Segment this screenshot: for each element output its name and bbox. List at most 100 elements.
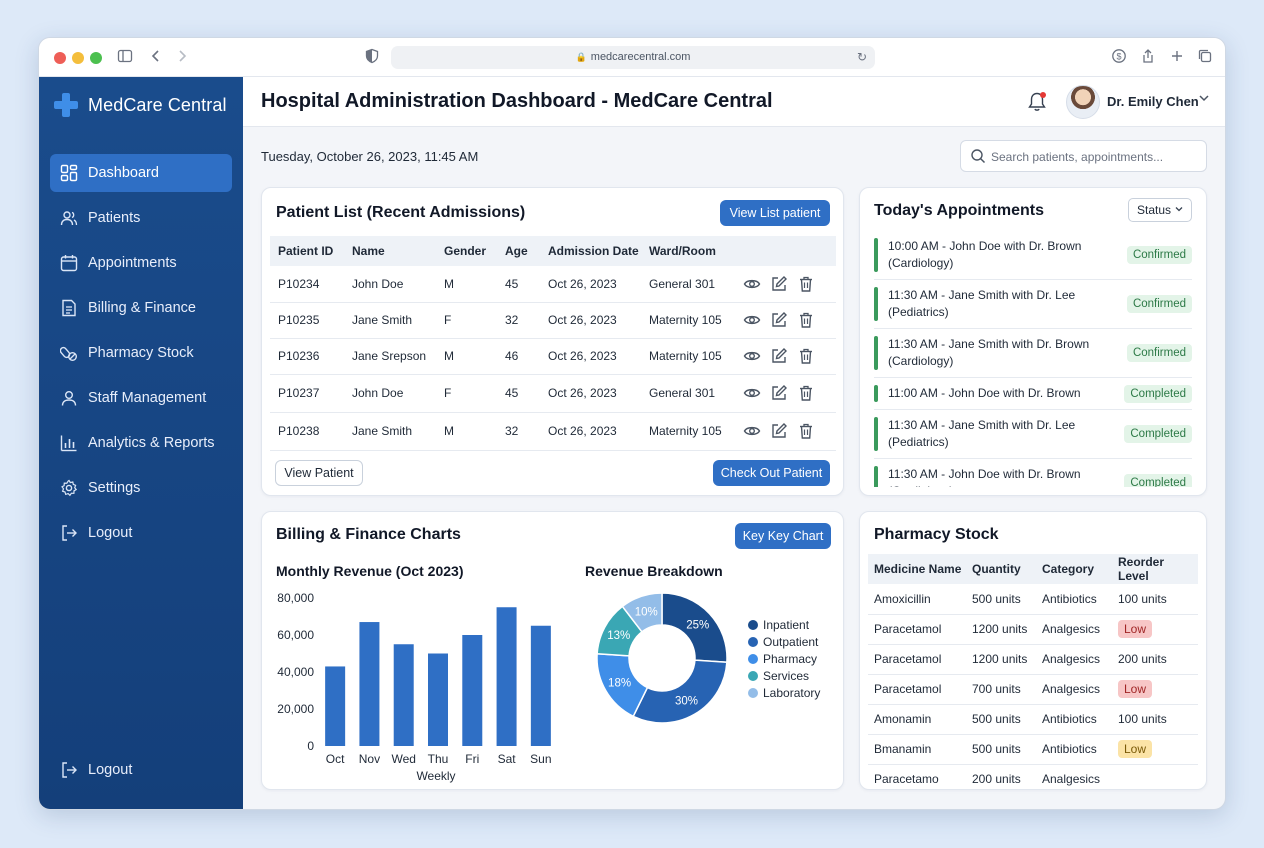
delete-icon[interactable] xyxy=(797,384,815,402)
sidebar-item-dashboard[interactable]: Dashboard xyxy=(50,154,232,192)
delete-icon[interactable] xyxy=(797,422,815,440)
revenue-bar[interactable] xyxy=(530,625,551,746)
notification-bell-icon[interactable] xyxy=(1027,91,1047,113)
view-icon[interactable] xyxy=(743,347,761,365)
avatar[interactable] xyxy=(1066,85,1100,119)
calendar-icon xyxy=(60,254,78,272)
back-arrow-icon[interactable] xyxy=(149,48,163,69)
search-box[interactable] xyxy=(960,140,1207,172)
sidebar-item-billing[interactable]: Billing & Finance xyxy=(50,289,232,327)
appointment-item[interactable]: 11:30 AM - John Doe with Dr. Brown (Card… xyxy=(874,459,1192,487)
legend-swatch xyxy=(748,671,758,681)
column-header[interactable]: Name xyxy=(344,236,436,266)
delete-icon[interactable] xyxy=(797,347,815,365)
table-row[interactable]: P10234 John Doe M 45 Oct 26, 2023 General 301 xyxy=(270,266,836,303)
sidebar-item-patients[interactable]: Patients xyxy=(50,199,232,237)
column-header[interactable]: Admission Date xyxy=(540,236,641,266)
appointment-item[interactable]: 10:00 AM - John Doe with Dr. Brown (Card… xyxy=(874,231,1192,280)
status-filter-select[interactable]: Status xyxy=(1128,198,1192,222)
table-cell: John Doe xyxy=(344,374,436,413)
chevron-down-icon[interactable] xyxy=(1198,92,1210,107)
sidebar-toggle-icon[interactable] xyxy=(117,48,133,69)
billing-title: Billing & Finance Charts xyxy=(276,526,461,543)
table-row[interactable]: Paracetamo 200 units Analgesics xyxy=(868,764,1198,787)
edit-icon[interactable] xyxy=(770,384,788,402)
revenue-bar[interactable] xyxy=(393,644,414,746)
pie-slice[interactable] xyxy=(621,592,663,633)
view-icon[interactable] xyxy=(743,384,761,402)
brand-logo[interactable]: MedCare Central xyxy=(53,91,227,119)
table-cell: F xyxy=(436,302,497,339)
table-row[interactable]: Paracetamol 1200 units Analgesics Low xyxy=(868,614,1198,645)
pie-slice[interactable] xyxy=(632,659,728,724)
revenue-bar[interactable] xyxy=(496,607,517,746)
close-window-button[interactable] xyxy=(54,52,66,64)
reload-icon[interactable]: ↻ xyxy=(856,50,867,64)
sidebar-item-pharmacy[interactable]: Pharmacy Stock xyxy=(50,334,232,372)
view-list-patient-button[interactable]: View List patient xyxy=(720,200,830,226)
revenue-bar[interactable] xyxy=(325,666,346,746)
appointment-item[interactable]: 11:00 AM - John Doe with Dr. Brown Comple… xyxy=(874,378,1192,410)
forward-arrow-icon[interactable] xyxy=(175,48,189,69)
status-badge: Confirmed xyxy=(1126,295,1192,313)
address-bar[interactable]: 🔒 medcarecentral.com ↻ xyxy=(391,46,875,69)
table-row[interactable]: Paracetamol 700 units Analgesics Low xyxy=(868,674,1198,705)
sidebar-item-appointments[interactable]: Appointments xyxy=(50,244,232,282)
table-row[interactable]: Amoxicillin 500 units Antibiotics 100 units xyxy=(868,584,1198,615)
delete-icon[interactable] xyxy=(797,275,815,293)
sidebar-bottom-logout[interactable]: Logout xyxy=(50,751,232,789)
appointment-item[interactable]: 11:30 AM - Jane Smith with Dr. Brown (Ca… xyxy=(874,329,1192,378)
share-icon[interactable] xyxy=(1140,48,1156,69)
zoom-window-button[interactable] xyxy=(90,52,102,64)
appointment-text: 11:30 AM - Jane Smith with Dr. Lee (Pedi… xyxy=(888,288,1076,319)
new-tab-icon[interactable] xyxy=(1169,48,1185,69)
table-cell: General 301 xyxy=(641,266,735,303)
view-patient-button[interactable]: View Patient xyxy=(275,460,363,486)
view-icon[interactable] xyxy=(743,311,761,329)
table-row[interactable]: P10238 Jane Smith M 32 Oct 26, 2023 Maternity… xyxy=(270,412,836,451)
sidebar-item-settings[interactable]: Settings xyxy=(50,469,232,507)
column-header[interactable]: Category xyxy=(1036,554,1112,584)
sidebar-item-logout[interactable]: Logout xyxy=(50,514,232,552)
table-row[interactable]: Amonamin 500 units Antibiotics 100 units xyxy=(868,704,1198,735)
revenue-bar[interactable] xyxy=(428,653,448,747)
sidebar-item-analytics[interactable]: Analytics & Reports xyxy=(50,424,232,462)
view-icon[interactable] xyxy=(743,422,761,440)
column-header[interactable]: Medicine Name xyxy=(868,554,966,584)
invoice-icon xyxy=(60,299,78,317)
user-name[interactable]: Dr. Emily Chen xyxy=(1107,94,1199,109)
sidebar-item-staff[interactable]: Staff Management xyxy=(50,379,232,417)
edit-icon[interactable] xyxy=(770,422,788,440)
column-header[interactable]: Gender xyxy=(436,236,497,266)
search-input[interactable] xyxy=(991,147,1199,167)
column-header[interactable]: Quantity xyxy=(966,554,1036,584)
edit-icon[interactable] xyxy=(770,311,788,329)
minimize-window-button[interactable] xyxy=(72,52,84,64)
delete-icon[interactable] xyxy=(797,311,815,329)
column-header[interactable]: Ward/Room xyxy=(641,236,735,266)
check-out-patient-button[interactable]: Check Out Patient xyxy=(713,460,830,486)
tab-overview-icon[interactable] xyxy=(1197,48,1213,69)
revenue-bar[interactable] xyxy=(359,622,380,746)
edit-icon[interactable] xyxy=(770,347,788,365)
reorder-level-cell xyxy=(1112,764,1198,787)
low-stock-badge: Low xyxy=(1118,680,1153,698)
appointment-item[interactable]: 11:30 AM - Jane Smith with Dr. Lee (Pedi… xyxy=(874,280,1192,329)
edit-icon[interactable] xyxy=(770,275,788,293)
revenue-bar[interactable] xyxy=(462,635,483,746)
column-header[interactable]: Age xyxy=(497,236,540,266)
column-header[interactable]: Patient ID xyxy=(270,236,344,266)
table-row[interactable]: P10236 Jane Srepson M 46 Oct 26, 2023 Materni… xyxy=(270,338,836,375)
patient-table-body: P10234 John Doe M 45 Oct 26, 2023 General 301… xyxy=(270,266,836,451)
table-row[interactable]: P10235 Jane Smith F 32 Oct 26, 2023 Maternity… xyxy=(270,302,836,339)
table-row[interactable]: Paracetamol 1200 units Analgesics 200 units xyxy=(868,644,1198,675)
extension-icon[interactable]: $ xyxy=(1111,48,1127,69)
table-row[interactable]: P10237 John Doe F 45 Oct 26, 2023 General 301 xyxy=(270,374,836,413)
key-chart-button[interactable]: Key Key Chart xyxy=(735,523,831,549)
column-header[interactable]: Reorder Level xyxy=(1112,554,1198,584)
view-icon[interactable] xyxy=(743,275,761,293)
table-row[interactable]: Bmanamin 500 units Antibiotics Low xyxy=(868,734,1198,765)
appointment-item[interactable]: 11:30 AM - Jane Smith with Dr. Lee (Pedi… xyxy=(874,410,1192,459)
table-cell: Maternity 105 xyxy=(641,412,735,451)
table-cell: Antibiotics xyxy=(1036,584,1112,615)
